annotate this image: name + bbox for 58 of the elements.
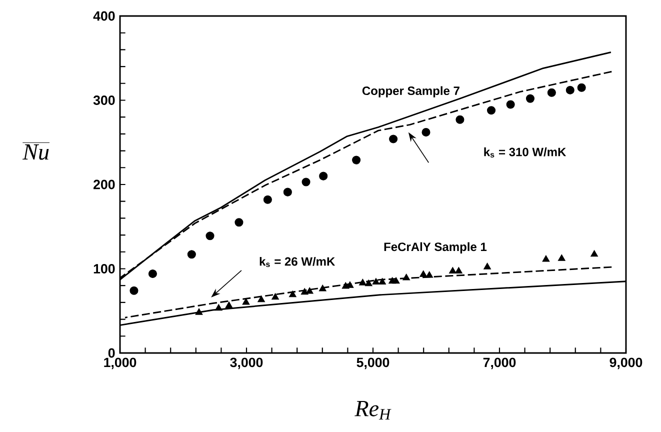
y-tick-label: 300 — [93, 96, 115, 105]
point — [302, 178, 310, 186]
y-axis-title: Nu — [22, 144, 49, 160]
point — [306, 287, 314, 294]
point — [283, 188, 292, 196]
point — [234, 218, 244, 227]
y-tick-label: 400 — [93, 11, 115, 21]
point — [590, 250, 598, 257]
point — [214, 304, 222, 311]
x-tick-label: 9,000 — [610, 358, 642, 370]
point — [558, 254, 566, 261]
point — [130, 286, 138, 295]
point — [372, 278, 380, 284]
point — [288, 290, 296, 298]
point — [448, 267, 456, 274]
point — [486, 106, 496, 115]
point — [263, 195, 272, 204]
point — [420, 270, 428, 277]
annotation: k$_{s}$ = 310 W/mK — [484, 147, 566, 158]
point — [422, 128, 430, 137]
point — [206, 232, 214, 240]
x-tick-label: 1,000 — [104, 358, 136, 370]
point — [358, 278, 366, 286]
y-tick-label: 0 — [108, 348, 115, 358]
x-axis-title: Re$_{H}$ — [354, 400, 392, 420]
series-label: FeCrAlY Sample 1 — [384, 242, 487, 254]
series-label: Copper Sample 7 — [362, 86, 460, 98]
point — [195, 308, 203, 315]
point — [426, 271, 434, 278]
point — [454, 267, 462, 274]
point — [319, 172, 328, 180]
point — [506, 100, 515, 109]
point — [484, 262, 492, 270]
x-tick-label: 3,000 — [230, 358, 263, 370]
point — [225, 302, 233, 308]
point — [148, 270, 157, 278]
point — [526, 94, 534, 103]
x-tick-label: 5,000 — [356, 358, 390, 370]
point — [364, 280, 372, 286]
point — [389, 134, 398, 144]
point — [258, 296, 266, 302]
point — [392, 277, 400, 284]
point — [547, 88, 556, 97]
point — [272, 293, 280, 300]
y-tick-label: 100 — [94, 264, 115, 274]
point — [402, 274, 410, 280]
point — [456, 115, 464, 124]
point — [352, 156, 361, 164]
point — [318, 284, 326, 292]
x-tick-label: 7,000 — [483, 358, 516, 370]
point — [378, 278, 386, 284]
point — [542, 255, 550, 262]
point — [577, 83, 586, 92]
point — [187, 250, 196, 259]
point — [242, 298, 250, 305]
y-tick-label: 200 — [94, 180, 115, 190]
point — [566, 86, 574, 94]
annotation: k$_{s}$ = 26 W/mK — [260, 256, 336, 268]
